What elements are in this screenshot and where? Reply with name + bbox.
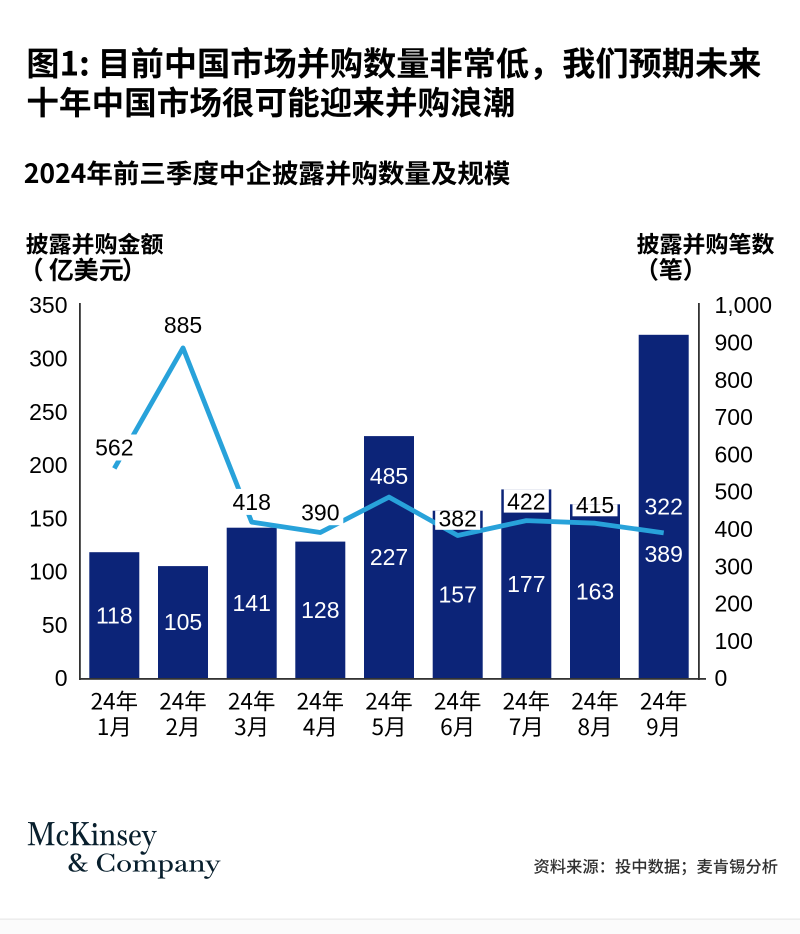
svg-text:50: 50 (42, 612, 68, 638)
svg-text:141: 141 (233, 590, 271, 616)
svg-text:800: 800 (715, 367, 753, 393)
svg-text:422: 422 (507, 488, 545, 514)
svg-text:700: 700 (715, 404, 753, 430)
svg-text:0: 0 (715, 665, 728, 691)
svg-text:100: 100 (29, 559, 67, 585)
svg-text:562: 562 (95, 435, 133, 461)
svg-text:0: 0 (55, 665, 68, 691)
svg-text:885: 885 (164, 312, 202, 338)
svg-text:200: 200 (29, 452, 67, 478)
svg-text:900: 900 (715, 330, 753, 356)
svg-text:485: 485 (370, 463, 408, 489)
svg-text:150: 150 (29, 505, 67, 531)
svg-text:300: 300 (715, 553, 753, 579)
svg-text:400: 400 (715, 516, 753, 542)
svg-text:418: 418 (233, 489, 271, 515)
svg-text:200: 200 (715, 591, 753, 617)
svg-text:227: 227 (370, 544, 408, 570)
svg-text:600: 600 (715, 441, 753, 467)
svg-text:105: 105 (164, 609, 202, 635)
svg-text:415: 415 (576, 492, 614, 518)
svg-text:350: 350 (29, 292, 67, 318)
svg-text:177: 177 (507, 571, 545, 597)
svg-text:118: 118 (96, 602, 133, 628)
svg-text:390: 390 (301, 499, 339, 525)
svg-text:322: 322 (645, 494, 683, 520)
svg-text:157: 157 (439, 582, 477, 608)
svg-text:250: 250 (29, 399, 67, 425)
svg-text:389: 389 (645, 541, 683, 567)
svg-text:1,000: 1,000 (715, 292, 773, 318)
svg-text:163: 163 (576, 578, 614, 604)
svg-text:300: 300 (29, 346, 67, 372)
svg-text:382: 382 (439, 506, 477, 532)
svg-text:128: 128 (301, 597, 339, 623)
svg-text:500: 500 (715, 479, 753, 505)
svg-text:100: 100 (715, 628, 753, 654)
